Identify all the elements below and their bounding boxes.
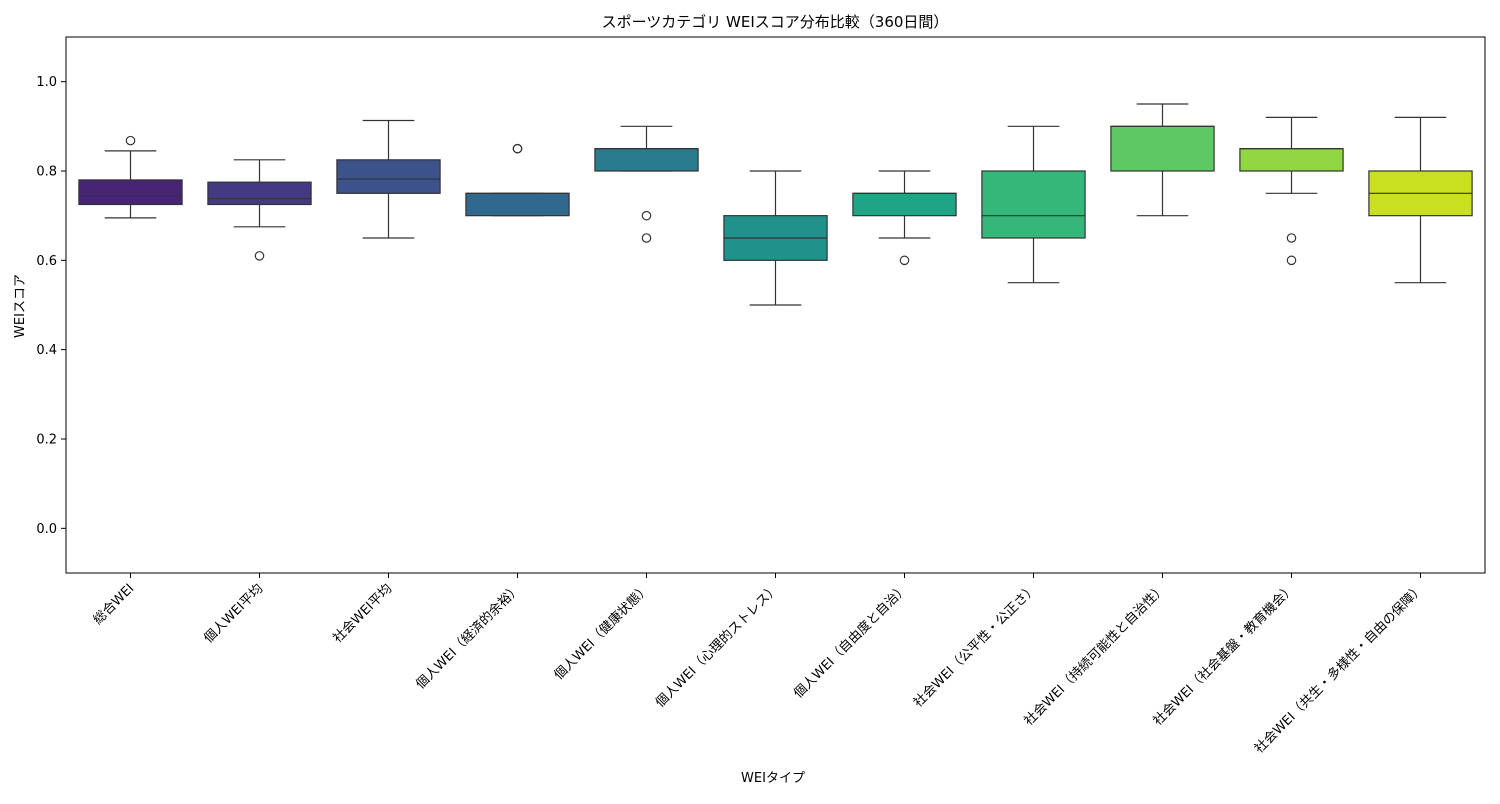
- x-tick-label: 個人WEI平均: [201, 581, 266, 646]
- box-group: [981, 125, 1086, 284]
- box-group: [852, 170, 957, 266]
- outlier-point: [899, 255, 910, 266]
- outlier-point: [254, 251, 265, 261]
- box-group: [78, 135, 183, 219]
- y-tick-label: 1.0: [36, 75, 57, 90]
- outlier-point: [641, 233, 652, 243]
- box-group: [723, 170, 828, 306]
- x-tick-label: 社会WEI平均: [330, 581, 396, 647]
- box-group: [336, 119, 441, 239]
- x-tick-label: 個人WEI（心理的ストレス）: [652, 581, 782, 711]
- y-axis: 0.0 0.2 0.4 0.6 0.8 1.0: [36, 75, 66, 537]
- x-tick-label: 個人WEI（経済的余裕）: [413, 581, 525, 693]
- box-iqr: [1239, 148, 1344, 172]
- y-tick-label: 0.0: [36, 522, 57, 537]
- outlier-point: [641, 210, 652, 221]
- box-iqr: [207, 181, 312, 206]
- y-tick-label: 0.4: [36, 343, 57, 358]
- x-axis-label: WEIタイプ: [741, 771, 805, 786]
- outlier-point: [1286, 255, 1297, 266]
- x-tick-label: 社会WEI（持続可能性と自治性）: [1021, 581, 1169, 729]
- y-tick-label: 0.6: [36, 254, 57, 269]
- chart-title: スポーツカテゴリ WEIスコア分布比較（360日間）: [602, 13, 949, 31]
- y-tick-label: 0.2: [36, 433, 57, 448]
- x-tick-label: 個人WEI（健康状態）: [551, 581, 653, 683]
- plot-area: [78, 103, 1473, 306]
- box-iqr: [594, 148, 699, 172]
- box-group: [465, 143, 570, 217]
- y-axis-label: WEIスコア: [13, 274, 28, 338]
- x-axis: 総合WEI 個人WEI平均 社会WEI平均 個人WEI（経済的余裕） 個人WEI（健康状…: [91, 573, 1427, 757]
- box-group: [1239, 116, 1344, 266]
- outlier-point: [125, 135, 136, 146]
- x-tick-label: 社会WEI（公平性・公正さ）: [910, 581, 1040, 711]
- y-tick-label: 0.8: [36, 165, 57, 180]
- box-group: [1110, 103, 1215, 217]
- box-iqr: [981, 170, 1086, 239]
- outlier-point: [1286, 233, 1297, 243]
- box-iqr: [1110, 125, 1215, 172]
- box-iqr: [465, 192, 570, 217]
- x-tick-label: 個人WEI（自由度と自治）: [790, 581, 911, 702]
- box-group: [1368, 116, 1473, 284]
- box-group: [594, 125, 699, 243]
- x-tick-label: 社会WEI（社会基盤・教育機会）: [1150, 581, 1298, 729]
- outlier-point: [512, 143, 523, 154]
- box-group: [207, 159, 312, 261]
- box-iqr: [78, 179, 183, 206]
- x-tick-label: 総合WEI: [91, 581, 138, 628]
- box-iqr: [852, 192, 957, 217]
- box-iqr: [336, 159, 441, 194]
